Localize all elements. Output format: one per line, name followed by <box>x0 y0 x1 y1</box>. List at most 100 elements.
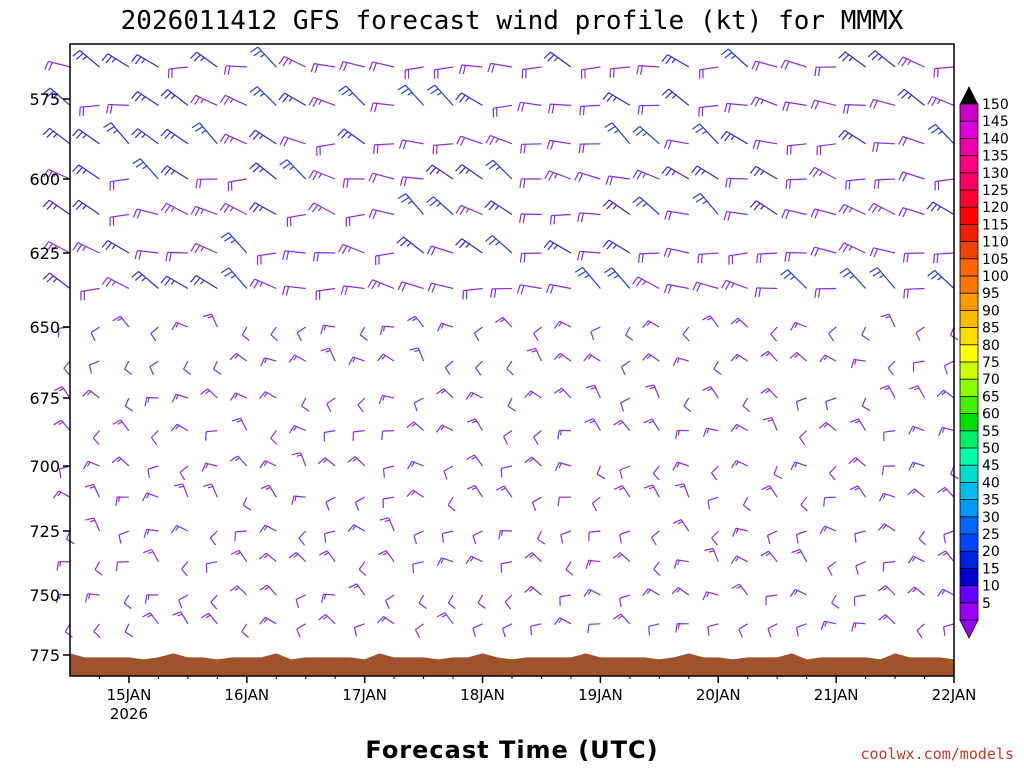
barb-feather <box>671 170 676 176</box>
barb-feather <box>44 61 49 70</box>
wind-barb <box>80 287 100 301</box>
barb-feather <box>706 428 710 434</box>
barb-shaft <box>328 348 336 362</box>
barb-feather <box>105 279 112 288</box>
barb-feather <box>854 533 857 543</box>
wind-barb <box>249 86 277 106</box>
barb-feather <box>578 173 584 182</box>
barb-feather <box>495 485 505 491</box>
barb-feather <box>936 206 941 211</box>
wind-barb <box>604 267 631 289</box>
barb-shaft <box>89 360 100 366</box>
barb-feather <box>347 456 356 463</box>
wind-barb <box>320 324 336 335</box>
wind-barb <box>465 555 483 565</box>
barb-feather <box>440 389 446 394</box>
wind-barb <box>227 178 247 192</box>
barb-feather <box>63 368 71 376</box>
wind-barb <box>642 353 660 362</box>
wind-barb <box>820 620 837 630</box>
barb-shaft <box>844 129 866 145</box>
barb-feather <box>645 384 655 388</box>
barb-shaft <box>883 561 896 564</box>
barb-feather <box>694 168 702 176</box>
barb-feather <box>175 526 180 531</box>
barb-feather <box>720 48 729 56</box>
barb-shaft <box>284 92 307 106</box>
wind-barb <box>519 178 542 188</box>
wind-barb <box>878 614 896 625</box>
barb-feather <box>124 631 134 638</box>
wind-barb <box>241 326 250 341</box>
barb-feather <box>665 168 672 177</box>
barb-feather <box>407 91 413 96</box>
y-tick-label: 650 <box>29 318 60 337</box>
barb-feather <box>141 96 146 101</box>
barb-feather <box>490 288 493 298</box>
barb-feather <box>413 535 418 545</box>
wind-barb <box>260 357 277 367</box>
barb-feather <box>150 333 157 342</box>
barb-feather <box>200 612 210 619</box>
barb-feather <box>181 568 188 577</box>
barb-shaft <box>620 397 631 404</box>
barb-feather <box>558 354 563 359</box>
wind-barb <box>730 423 748 432</box>
barb-feather <box>88 593 91 599</box>
barb-feather <box>259 616 266 625</box>
barb-feather <box>131 128 139 136</box>
barb-feather <box>721 280 727 289</box>
barb-feather <box>845 180 847 190</box>
barb-shaft <box>433 196 454 215</box>
barb-feather <box>702 385 711 391</box>
barb-feather <box>406 489 414 498</box>
wind-barb <box>707 496 719 510</box>
barb-feather <box>147 397 150 403</box>
barb-feather <box>938 427 943 436</box>
barb-shaft <box>167 89 189 106</box>
barb-feather <box>138 250 142 260</box>
barb-feather <box>105 242 112 251</box>
barb-feather <box>165 252 169 262</box>
barb-feather <box>641 105 644 115</box>
barb-feather <box>933 254 935 264</box>
barb-feather <box>381 617 386 622</box>
barb-shaft <box>944 360 955 367</box>
barb-feather <box>675 430 678 440</box>
barb-feather <box>52 278 58 283</box>
barb-shaft <box>254 202 277 216</box>
barb-feather <box>357 404 364 413</box>
wind-barb <box>780 59 807 70</box>
wind-barb <box>85 517 101 532</box>
wind-barb <box>637 104 660 115</box>
barb-feather <box>190 243 197 252</box>
wind-barb <box>661 54 690 68</box>
barb-feather <box>583 588 590 597</box>
barb-shaft <box>591 496 601 504</box>
barb-feather <box>724 103 728 113</box>
wind-barb <box>585 559 601 569</box>
barb-feather <box>115 496 118 506</box>
barb-feather <box>887 367 894 376</box>
barb-feather <box>838 130 846 138</box>
barb-feather <box>642 320 649 329</box>
barb-feather <box>341 131 349 139</box>
barb-feather <box>465 169 470 174</box>
barb-feather <box>642 353 650 361</box>
barb-feather <box>620 366 626 376</box>
barb-feather <box>164 277 171 286</box>
wind-barb <box>682 326 690 342</box>
barb-feather <box>927 123 936 131</box>
barb-feather <box>443 470 448 480</box>
wind-barb <box>503 430 513 445</box>
barb-feather <box>323 615 328 620</box>
barb-feather <box>353 627 357 637</box>
wind-barb <box>160 128 189 145</box>
wind-barb <box>897 56 925 68</box>
wind-barb <box>577 250 601 261</box>
wind-barb <box>560 530 572 544</box>
barb-feather <box>676 462 680 468</box>
barb-feather <box>937 550 946 557</box>
barb-feather <box>639 65 643 75</box>
wind-barb <box>376 616 395 625</box>
